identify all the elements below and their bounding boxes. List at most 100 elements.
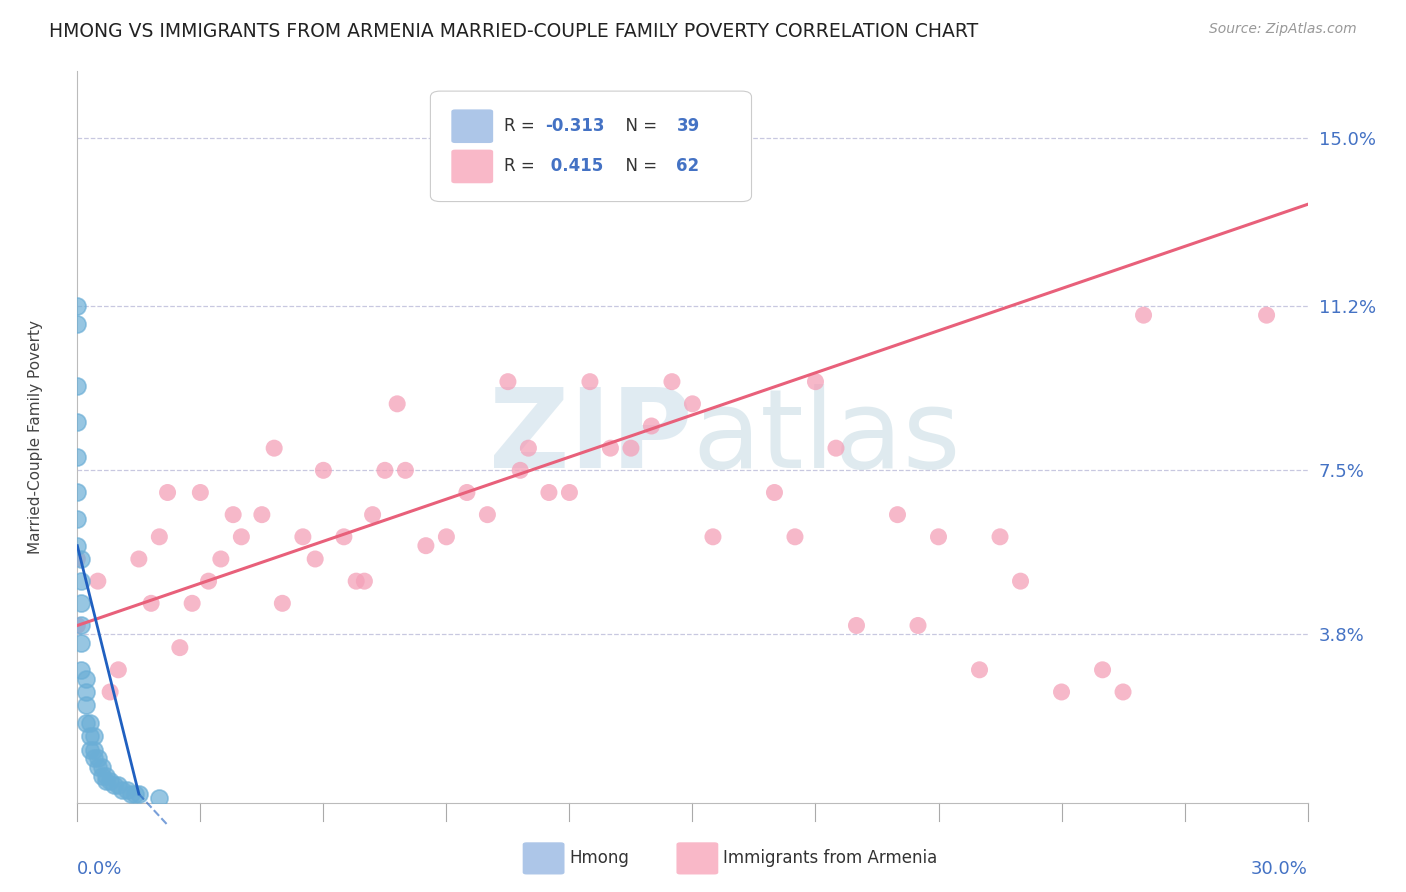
Point — [374, 463, 396, 477]
Text: Married-Couple Family Poverty: Married-Couple Family Poverty — [28, 320, 42, 554]
Text: 0.0%: 0.0% — [77, 861, 122, 879]
Point — [291, 530, 314, 544]
Point — [70, 663, 93, 677]
Point — [477, 508, 499, 522]
Point — [312, 463, 335, 477]
Point — [66, 299, 89, 313]
Point — [907, 618, 929, 632]
Point — [271, 596, 294, 610]
Point — [107, 778, 129, 792]
Point — [70, 596, 93, 610]
Point — [70, 618, 93, 632]
Point — [702, 530, 724, 544]
Point — [385, 397, 409, 411]
Point — [103, 778, 125, 792]
Point — [333, 530, 356, 544]
Point — [107, 663, 129, 677]
Point — [197, 574, 219, 589]
Point — [90, 760, 114, 774]
Point — [70, 636, 93, 650]
Text: 30.0%: 30.0% — [1251, 861, 1308, 879]
Point — [124, 787, 146, 801]
Point — [141, 596, 163, 610]
Point — [83, 751, 105, 765]
Point — [640, 419, 662, 434]
Point — [66, 450, 89, 464]
Point — [599, 441, 621, 455]
Point — [509, 463, 531, 477]
Point — [361, 508, 384, 522]
Point — [845, 618, 868, 632]
Point — [66, 485, 89, 500]
Point — [537, 485, 560, 500]
FancyBboxPatch shape — [523, 842, 565, 874]
FancyBboxPatch shape — [676, 842, 718, 874]
Point — [115, 782, 138, 797]
Point — [66, 415, 89, 429]
Point — [496, 375, 519, 389]
Point — [111, 782, 134, 797]
Point — [181, 596, 204, 610]
Point — [456, 485, 478, 500]
Point — [79, 742, 101, 756]
Point — [1010, 574, 1032, 589]
Point — [148, 791, 170, 805]
Point — [682, 397, 704, 411]
Point — [94, 773, 117, 788]
Point — [1112, 685, 1135, 699]
Text: Hmong: Hmong — [569, 848, 630, 867]
Point — [1132, 308, 1154, 322]
Point — [263, 441, 285, 455]
Point — [579, 375, 602, 389]
Point — [120, 787, 142, 801]
Point — [231, 530, 253, 544]
Point — [353, 574, 375, 589]
Point — [75, 672, 97, 686]
Point — [436, 530, 458, 544]
Point — [75, 685, 97, 699]
Point — [1050, 685, 1073, 699]
Text: Immigrants from Armenia: Immigrants from Armenia — [723, 848, 938, 867]
Point — [344, 574, 367, 589]
Point — [66, 379, 89, 393]
Text: 62: 62 — [676, 158, 700, 176]
Point — [87, 751, 110, 765]
Point — [988, 530, 1011, 544]
Point — [304, 552, 326, 566]
Point — [66, 618, 89, 632]
Point — [87, 574, 110, 589]
Point — [723, 131, 745, 145]
Text: -0.313: -0.313 — [546, 117, 605, 136]
Point — [70, 574, 93, 589]
Point — [825, 441, 848, 455]
Text: ZIP: ZIP — [489, 384, 693, 491]
Text: 39: 39 — [676, 117, 700, 136]
Text: N =: N = — [614, 117, 662, 136]
Point — [222, 508, 245, 522]
Point — [98, 773, 121, 788]
Point — [188, 485, 212, 500]
Text: R =: R = — [505, 158, 540, 176]
Point — [83, 729, 105, 743]
Point — [98, 685, 121, 699]
FancyBboxPatch shape — [451, 110, 494, 143]
Point — [94, 769, 117, 783]
Text: N =: N = — [614, 158, 662, 176]
Point — [415, 539, 437, 553]
Point — [804, 375, 827, 389]
Point — [66, 512, 89, 526]
Point — [70, 552, 93, 566]
Point — [66, 317, 89, 331]
Point — [783, 530, 806, 544]
Point — [928, 530, 950, 544]
Point — [558, 485, 581, 500]
Point — [1091, 663, 1114, 677]
Point — [156, 485, 179, 500]
Point — [90, 769, 114, 783]
Point — [209, 552, 232, 566]
Point — [66, 539, 89, 553]
Point — [66, 552, 89, 566]
Point — [79, 729, 101, 743]
Point — [661, 375, 683, 389]
Point — [394, 463, 416, 477]
